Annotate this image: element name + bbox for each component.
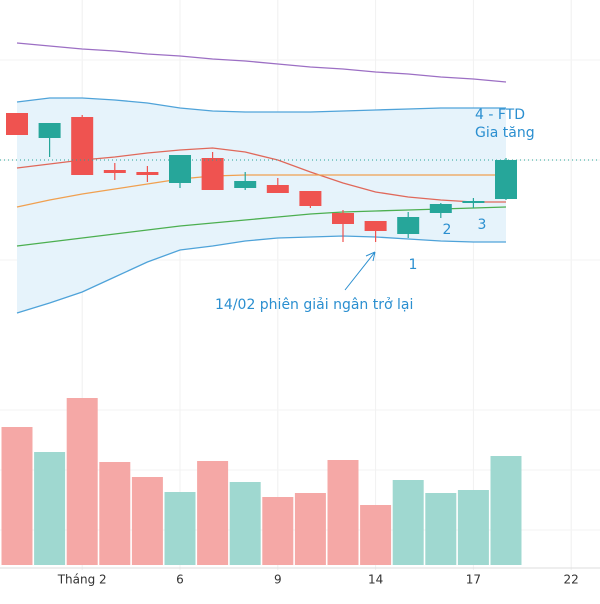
volume-bar bbox=[327, 460, 359, 565]
candle-body bbox=[429, 204, 452, 213]
annotation: Gia tăng bbox=[475, 125, 535, 141]
candle-body bbox=[71, 117, 94, 175]
x-tick-label: 22 bbox=[564, 573, 579, 587]
annotation: 14/02 phiên giải ngân trở lại bbox=[215, 297, 413, 313]
volume-bar bbox=[425, 493, 457, 565]
annotation: 1 bbox=[409, 257, 418, 273]
candle-body bbox=[6, 113, 28, 135]
volume-bar bbox=[294, 493, 326, 565]
candle-body bbox=[234, 181, 257, 188]
x-tick-label: 6 bbox=[176, 573, 184, 587]
volume-bar bbox=[1, 427, 33, 565]
candle-body bbox=[169, 155, 191, 183]
x-tick-label: 17 bbox=[466, 573, 481, 587]
volume-bar bbox=[262, 497, 294, 565]
volume-bar bbox=[490, 456, 522, 565]
volume-bar bbox=[197, 461, 229, 565]
x-tick-label: 9 bbox=[274, 573, 282, 587]
x-tick-label: 14 bbox=[368, 573, 383, 587]
candle-body bbox=[332, 213, 354, 224]
volume-bar bbox=[34, 452, 66, 565]
candle-body bbox=[364, 221, 387, 231]
annotation: 2 bbox=[443, 222, 452, 238]
volume-bar bbox=[131, 477, 163, 565]
candle-body bbox=[397, 217, 420, 234]
candle-body bbox=[266, 185, 289, 193]
volume-bar bbox=[66, 398, 98, 565]
candle-body bbox=[201, 158, 224, 190]
indicator-line bbox=[16, 235, 506, 314]
volume-bar bbox=[99, 462, 131, 565]
indicator-line bbox=[16, 206, 507, 247]
indicator-line bbox=[16, 97, 506, 113]
x-tick-label: Tháng 2 bbox=[57, 573, 107, 587]
candle-body bbox=[462, 201, 485, 203]
annotation: 4 - FTD bbox=[475, 107, 525, 123]
candle-body bbox=[38, 123, 61, 138]
indicator-line bbox=[16, 174, 506, 208]
volume-bar bbox=[360, 505, 392, 565]
indicator-line bbox=[16, 42, 507, 83]
band-fill bbox=[17, 98, 506, 313]
candle-body bbox=[103, 170, 126, 173]
candle-body bbox=[495, 160, 517, 199]
annotation: 3 bbox=[478, 217, 487, 233]
candle-body bbox=[299, 191, 322, 206]
volume-bar bbox=[457, 490, 489, 565]
indicator-line bbox=[16, 147, 506, 203]
volume-bar bbox=[392, 480, 424, 565]
candle-body bbox=[136, 172, 159, 175]
volume-bar bbox=[164, 492, 196, 565]
volume-bar bbox=[229, 482, 261, 565]
annotation-arrow bbox=[344, 251, 376, 291]
